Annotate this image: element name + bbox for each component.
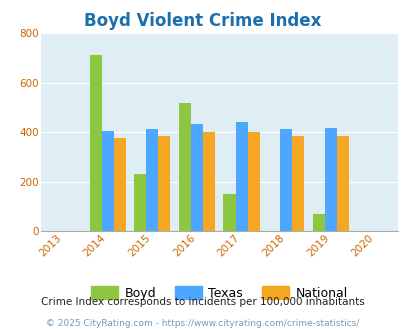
Bar (279, 129, 292, 231)
Bar (89, 55, 101, 231)
Bar (235, 122, 247, 231)
Bar (178, 103, 190, 231)
Bar (101, 131, 113, 231)
Bar (223, 194, 235, 231)
Bar (324, 128, 336, 231)
Bar (312, 214, 324, 231)
Bar (158, 136, 170, 231)
Bar (113, 138, 126, 231)
Bar (247, 132, 259, 231)
Bar (190, 124, 202, 231)
Bar (146, 129, 158, 231)
Bar (336, 136, 348, 231)
Legend: Boyd, Texas, National: Boyd, Texas, National (85, 281, 352, 305)
Text: Boyd Violent Crime Index: Boyd Violent Crime Index (84, 13, 321, 30)
Text: © 2025 CityRating.com - https://www.cityrating.com/crime-statistics/: © 2025 CityRating.com - https://www.city… (46, 319, 359, 328)
Text: Crime Index corresponds to incidents per 100,000 inhabitants: Crime Index corresponds to incidents per… (41, 297, 364, 307)
Bar (134, 174, 146, 231)
Bar (202, 132, 215, 231)
Bar (292, 137, 304, 231)
